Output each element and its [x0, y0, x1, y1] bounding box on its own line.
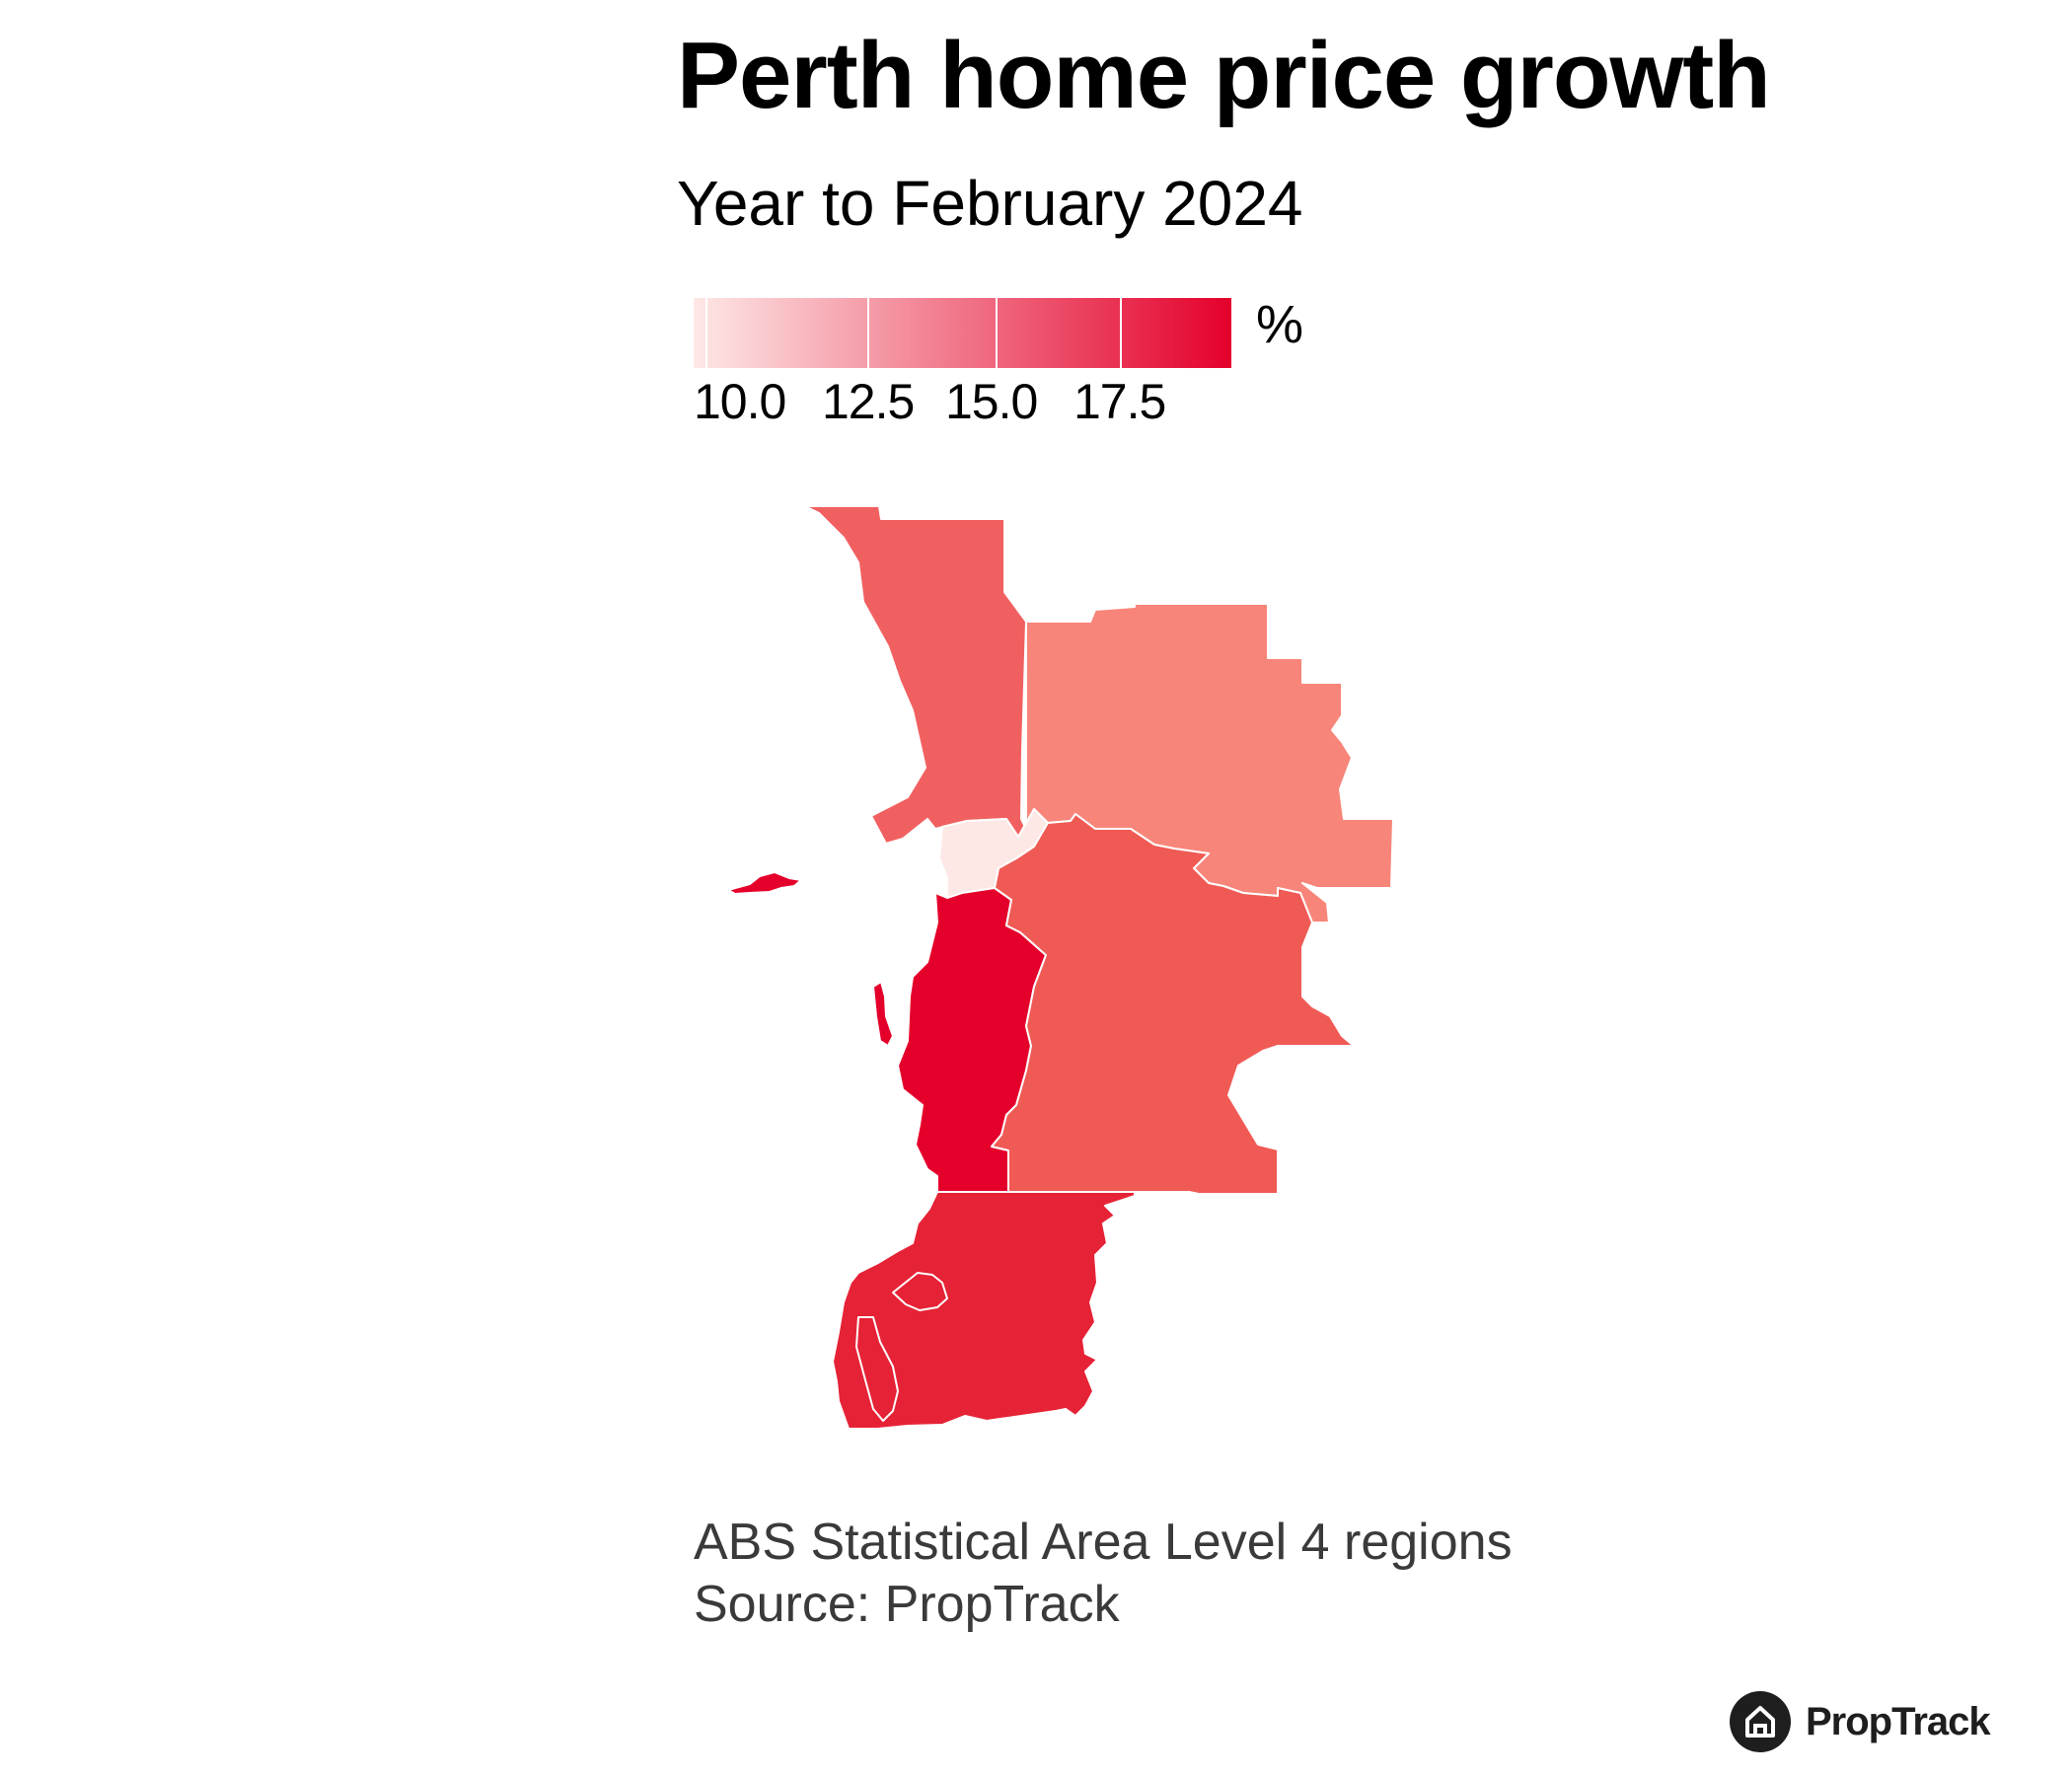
region-north-west: [804, 505, 1027, 845]
region-south-east: [991, 813, 1355, 1195]
brand-logo-block: PropTrack: [1729, 1687, 1991, 1756]
legend-tick-mark: [867, 298, 869, 368]
legend-tick-mark: [705, 298, 707, 368]
region-rottnest: [727, 871, 802, 895]
chart-subtitle: Year to February 2024: [677, 168, 1303, 239]
region-garden-island: [872, 981, 894, 1047]
footnote-regions: ABS Statistical Area Level 4 regions: [694, 1514, 1513, 1571]
brand-name: PropTrack: [1806, 1699, 1991, 1743]
region-mandurah: [832, 1191, 1136, 1430]
chart-title: Perth home price growth: [677, 23, 1771, 128]
legend-unit: %: [1256, 295, 1304, 354]
legend-tick-label: 12.5: [822, 374, 915, 429]
house-icon: [1730, 1691, 1791, 1752]
legend-tick-label: 17.5: [1073, 374, 1166, 429]
legend-tick-label: 10.0: [694, 374, 786, 429]
legend-tick-mark: [996, 298, 998, 368]
legend-tick-label: 15.0: [945, 374, 1038, 429]
legend-tick-mark: [1120, 298, 1122, 368]
legend-color-bar: [694, 298, 1231, 368]
footnote-source: Source: PropTrack: [694, 1576, 1120, 1633]
